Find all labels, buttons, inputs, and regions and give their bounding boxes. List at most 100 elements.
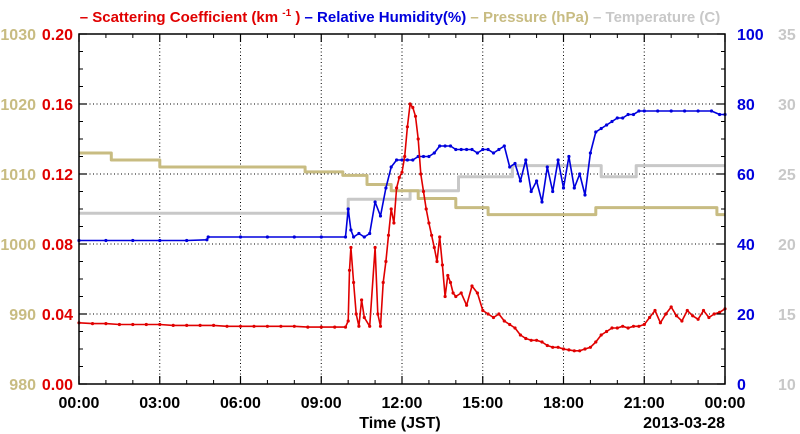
- relative-humidity-point: [551, 189, 555, 194]
- relative-humidity-point: [709, 109, 714, 113]
- legend-dash-humidity: –: [305, 9, 318, 26]
- scattering-coefficient-point: [459, 291, 463, 295]
- pressure-tick-label: 1000: [0, 237, 36, 254]
- relative-humidity-point: [615, 116, 619, 120]
- scattering-coefficient-point: [104, 322, 108, 326]
- temperature-tick-label: 20: [778, 237, 796, 254]
- scattering-coefficient-point: [658, 321, 663, 325]
- relative-humidity-point: [696, 109, 700, 113]
- tick-marks: [78, 33, 726, 385]
- relative-humidity-point: [205, 238, 209, 242]
- relative-humidity-point: [556, 158, 560, 162]
- relative-humidity-point: [343, 235, 348, 239]
- relative-humidity-point: [131, 238, 135, 243]
- relative-humidity-point: [475, 151, 479, 155]
- relative-humidity-point: [513, 161, 517, 166]
- relative-humidity-point: [238, 235, 243, 239]
- relative-humidity-point: [373, 200, 377, 204]
- scattering-coefficient-point: [306, 325, 310, 329]
- relative-humidity-line: [79, 110, 725, 242]
- scattering-coefficient-point: [475, 291, 479, 295]
- relative-humidity-point: [669, 109, 673, 113]
- scattering-tick-label: 0.00: [42, 377, 73, 394]
- temperature-line: [79, 164, 725, 215]
- scattering-coefficient-point: [621, 324, 625, 328]
- x-tick-label: 00:00: [705, 395, 746, 412]
- scattering-coefficient-point: [691, 314, 695, 318]
- scattering-coefficient-point: [440, 263, 444, 267]
- tick-labels: 00:00 03:00 06:00 09:00 12:00 15:00 18:00 21:00…: [0, 27, 795, 412]
- humidity-tick-label: 60: [737, 167, 755, 184]
- scattering-coefficient-point: [696, 317, 700, 321]
- scattering-coefficient-point: [405, 125, 409, 129]
- relative-humidity-point: [621, 116, 625, 120]
- scattering-coefficient-point: [419, 172, 423, 176]
- x-tick-label: 06:00: [220, 395, 261, 412]
- relative-humidity-point: [583, 193, 587, 197]
- scattering-coefficient-point: [451, 291, 455, 295]
- relative-humidity-point: [319, 235, 323, 239]
- relative-humidity-point: [104, 238, 108, 243]
- scattering-coefficient-point: [567, 348, 571, 352]
- scattering-coefficient-point: [648, 315, 652, 320]
- scattering-coefficient-point: [347, 268, 352, 272]
- relative-humidity-point: [427, 154, 431, 159]
- legend-dash-temperature: –: [593, 9, 606, 26]
- relative-humidity-point: [486, 147, 490, 152]
- scattering-coefficient-point: [631, 324, 636, 328]
- humidity-tick-label: 20: [737, 307, 755, 324]
- relative-humidity-point: [158, 238, 162, 243]
- scattering-coefficient-point: [465, 303, 469, 307]
- pressure-tick-label: 1030: [0, 27, 36, 44]
- relative-humidity-point: [718, 112, 722, 117]
- scattering-coefficient-point: [279, 324, 283, 328]
- relative-humidity-point: [545, 165, 549, 169]
- scattering-coefficient-point: [497, 312, 501, 316]
- relative-humidity-point: [448, 144, 453, 148]
- scattering-tick-label: 0.16: [42, 97, 73, 114]
- scattering-coefficient-point: [518, 333, 523, 337]
- scattering-coefficient-point: [430, 233, 434, 237]
- scattering-coefficient-point: [513, 326, 517, 330]
- scattering-coefficient-point: [408, 102, 412, 106]
- scattering-coefficient-point: [556, 345, 560, 349]
- scattering-coefficient-point: [144, 322, 148, 327]
- x-tick-label: 09:00: [301, 395, 342, 412]
- legend-scattering-sup: -1: [282, 8, 291, 19]
- scattering-coefficient-point: [158, 322, 162, 327]
- relative-humidity-point: [368, 231, 372, 236]
- scattering-coefficient-point: [637, 324, 641, 328]
- scattering-coefficient-point: [424, 207, 428, 211]
- scattering-coefficient-point: [343, 325, 348, 329]
- scattering-coefficient-point: [701, 308, 706, 313]
- scattering-coefficient-point: [594, 340, 598, 344]
- scattering-coefficient-point: [397, 175, 401, 180]
- scattering-coefficient-point: [198, 323, 202, 327]
- scattering-coefficient-point: [376, 312, 380, 316]
- pressure-tick-label: 1010: [0, 167, 36, 184]
- x-tick-label: 18:00: [543, 395, 584, 412]
- relative-humidity-point: [637, 109, 641, 113]
- scattering-coefficient-point: [373, 245, 377, 250]
- relative-humidity-point: [656, 109, 660, 113]
- date-label: 2013-03-28: [643, 415, 725, 432]
- scattering-coefficient-point: [292, 324, 296, 328]
- relative-humidity-point: [384, 186, 388, 190]
- legend-pressure: Pressure (hPa): [483, 9, 589, 26]
- relative-humidity-point: [292, 235, 296, 239]
- relative-humidity-point: [400, 158, 404, 162]
- scattering-coefficient-point: [524, 336, 528, 341]
- scattering-coefficient-point: [349, 245, 353, 250]
- scattering-tick-label: 0.12: [42, 167, 73, 184]
- relative-humidity-point: [599, 126, 603, 131]
- scattering-coefficient-point: [642, 322, 646, 327]
- scattering-coefficient-point: [572, 349, 576, 353]
- scattering-coefficient-point: [438, 235, 442, 239]
- relative-humidity-point: [352, 235, 356, 239]
- relative-humidity-point: [642, 109, 646, 113]
- scattering-coefficient-point: [615, 326, 619, 330]
- scattering-coefficient-point: [392, 221, 396, 225]
- relative-humidity-point: [491, 151, 496, 155]
- scattering-coefficient-point: [491, 315, 496, 320]
